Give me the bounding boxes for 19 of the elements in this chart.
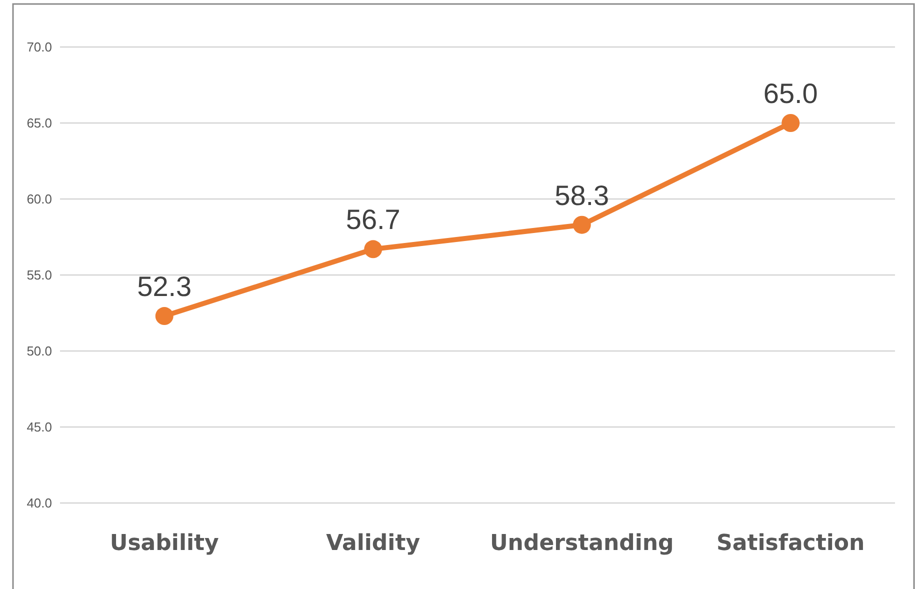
data-label: 65.0 xyxy=(763,78,818,109)
y-tick-label: 40.0 xyxy=(26,496,52,511)
x-tick-label: Satisfaction xyxy=(716,531,865,556)
y-tick-label: 70.0 xyxy=(26,40,52,55)
y-tick-label: 65.0 xyxy=(26,116,52,131)
x-tick-label: Understanding xyxy=(490,531,674,556)
data-label: 56.7 xyxy=(346,204,400,236)
x-tick-label: Usability xyxy=(110,531,219,556)
y-tick-label: 60.0 xyxy=(26,192,52,207)
point xyxy=(364,240,382,258)
point xyxy=(782,114,800,132)
x-tick-label: Validity xyxy=(326,531,420,556)
y-tick-label: 45.0 xyxy=(26,420,52,435)
data-label: 58.3 xyxy=(554,180,610,211)
data-label: 52.3 xyxy=(137,271,192,302)
point xyxy=(155,307,174,326)
y-tick-label: 55.0 xyxy=(26,268,52,283)
point xyxy=(572,216,591,234)
y-tick-label: 50.0 xyxy=(26,344,52,359)
